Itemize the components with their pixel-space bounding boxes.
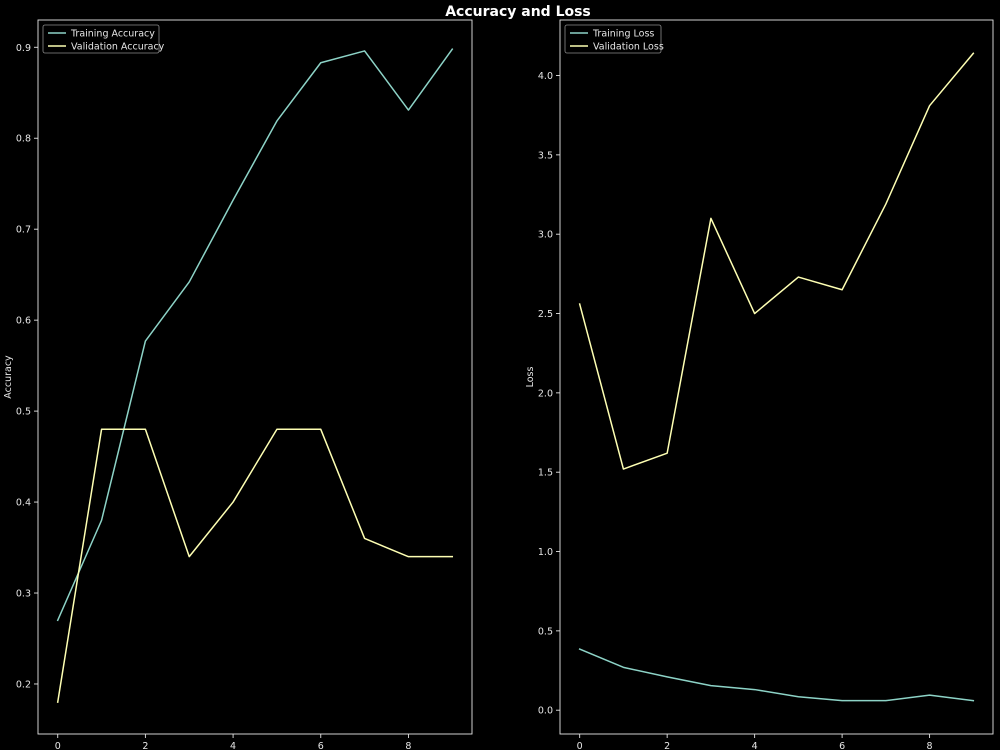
loss-x-tick-label: 4 <box>752 741 758 750</box>
validation-accuracy-line <box>56 428 454 704</box>
accuracy-x-tick-label: 2 <box>142 741 148 750</box>
accuracy-y-tick-label: 0.4 <box>16 498 31 509</box>
accuracy-y-tick-label: 0.2 <box>16 679 31 690</box>
training-accuracy-line <box>56 48 454 622</box>
loss-legend-label: Training Loss <box>592 29 654 40</box>
validation-loss-line <box>578 52 975 470</box>
accuracy-y-tick-label: 0.6 <box>16 316 31 327</box>
loss-y-tick-label: 3.5 <box>538 150 553 161</box>
loss-x-tick-label: 8 <box>927 741 933 750</box>
loss-plot: 0 2 4 6 8 0.0 0.5 1.0 1.5 2.0 2.5 3.0 3.5 4.0 Loss Trai… <box>525 19 994 750</box>
accuracy-x-tick-label: 6 <box>318 741 324 750</box>
loss-y-tick-label: 2.0 <box>538 388 553 399</box>
loss-y-tick-label: 2.5 <box>538 309 553 320</box>
loss-x-tick-label: 6 <box>839 741 845 750</box>
loss-y-tick-label: 4.0 <box>538 71 553 82</box>
accuracy-y-tick-label: 0.9 <box>16 43 31 54</box>
accuracy-legend-label: Validation Accuracy <box>71 42 165 53</box>
accuracy-y-axis-label: Accuracy <box>3 355 14 399</box>
loss-y-tick-label: 3.0 <box>538 230 553 241</box>
accuracy-legend-label: Training Accuracy <box>70 29 155 40</box>
accuracy-y-tick-label: 0.8 <box>16 134 31 145</box>
loss-y-tick-label: 0.5 <box>538 626 553 637</box>
loss-legend-box <box>564 24 662 54</box>
loss-y-tick-label: 1.5 <box>538 468 553 479</box>
figure-title: Accuracy and Loss <box>445 4 591 20</box>
loss-y-tick-label: 0.0 <box>538 706 553 717</box>
loss-x-tick-label: 0 <box>577 741 583 750</box>
accuracy-y-tick-label: 0.3 <box>16 589 31 600</box>
accuracy-x-tick-label: 0 <box>55 741 61 750</box>
accuracy-x-tick-label: 4 <box>230 741 236 750</box>
loss-y-tick-label: 1.0 <box>538 547 553 558</box>
accuracy-legend-box <box>42 24 160 54</box>
loss-x-tick-label: 2 <box>664 741 670 750</box>
accuracy-x-tick-label: 8 <box>405 741 411 750</box>
loss-legend-label: Validation Loss <box>593 42 664 53</box>
accuracy-y-tick-label: 0.5 <box>16 407 31 418</box>
accuracy-plot: 0 2 4 6 8 0.2 0.3 0.4 0.5 0.6 0.7 0.8 0.9 Accuracy Tra… <box>3 19 473 750</box>
loss-y-axis-label: Loss <box>525 367 536 388</box>
accuracy-axes-frame <box>37 19 473 735</box>
accuracy-y-tick-label: 0.7 <box>16 225 31 236</box>
training-loss-line <box>578 648 975 702</box>
loss-axes-frame <box>559 19 994 735</box>
